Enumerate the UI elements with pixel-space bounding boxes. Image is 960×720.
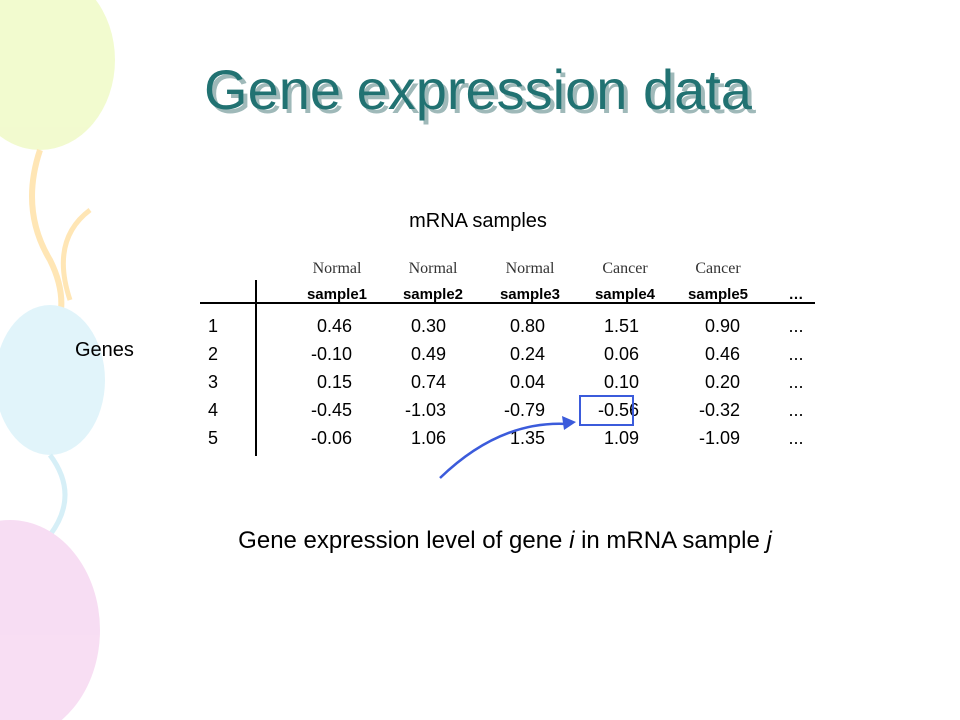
- balloon-decoration: [0, 0, 115, 720]
- row-id: 5: [208, 428, 218, 448]
- cell: -0.32: [699, 400, 740, 420]
- table: Normal Normal Normal Cancer Cancer sample1 sam…: [208, 260, 804, 448]
- cell: -0.79: [504, 400, 545, 420]
- group-label: Normal: [506, 260, 555, 277]
- columns-label: mRNA samples: [409, 210, 547, 232]
- rows-label: Genes: [75, 339, 134, 361]
- column-header: …: [789, 286, 804, 303]
- cell: 0.04: [510, 372, 545, 392]
- cell: -0.10: [311, 344, 352, 364]
- arrow: [439, 422, 569, 479]
- highlight-box: [579, 395, 634, 426]
- cell: -0.06: [311, 428, 352, 448]
- cell: 0.49: [411, 344, 446, 364]
- caption-part: Gene expression level of gene: [238, 527, 569, 554]
- caption: Gene expression level of gene i in mRNA …: [238, 527, 772, 554]
- cell: 0.74: [411, 372, 446, 392]
- column-header: sample4: [595, 286, 656, 303]
- group-label: Normal: [313, 260, 362, 277]
- row-id: 1: [208, 316, 218, 336]
- cell: 0.30: [411, 316, 446, 336]
- cell: 1.09: [604, 428, 639, 448]
- cell: 0.46: [705, 344, 740, 364]
- cell: 0.46: [317, 316, 352, 336]
- cell: 0.10: [604, 372, 639, 392]
- cell-ellipsis: ...: [788, 344, 803, 364]
- column-header: sample3: [500, 286, 560, 303]
- title: Gene expression data: [204, 58, 753, 121]
- cell: 0.80: [510, 316, 545, 336]
- cell-ellipsis: ...: [788, 316, 803, 336]
- cell: -0.56: [598, 400, 639, 420]
- row-id: 2: [208, 344, 218, 364]
- column-header: sample2: [403, 286, 463, 303]
- column-header: sample1: [307, 286, 367, 303]
- cell: -0.45: [311, 400, 352, 420]
- arrow-head: [562, 416, 576, 430]
- column-header: sample5: [688, 286, 748, 303]
- caption-var: i: [569, 527, 575, 554]
- group-label: Normal: [409, 260, 458, 277]
- cell-ellipsis: ...: [788, 428, 803, 448]
- cell-ellipsis: ...: [788, 372, 803, 392]
- row-id: 3: [208, 372, 218, 392]
- group-label: Cancer: [695, 260, 741, 277]
- cell: 1.35: [510, 428, 545, 448]
- caption-var: j: [763, 527, 772, 554]
- cell: 0.24: [510, 344, 545, 364]
- cell-ellipsis: ...: [788, 400, 803, 420]
- cell: 1.06: [411, 428, 446, 448]
- cell: -1.03: [405, 400, 446, 420]
- cell: -1.09: [699, 428, 740, 448]
- cell: 0.20: [705, 372, 740, 392]
- cell: 0.15: [317, 372, 352, 392]
- caption-part: in mRNA sample: [574, 527, 766, 554]
- cell: 0.06: [604, 344, 639, 364]
- group-label: Cancer: [602, 260, 648, 277]
- cell: 0.90: [705, 316, 740, 336]
- row-id: 4: [208, 400, 218, 420]
- title-shadow: Gene expression data: [208, 62, 757, 125]
- cell: 1.51: [604, 316, 639, 336]
